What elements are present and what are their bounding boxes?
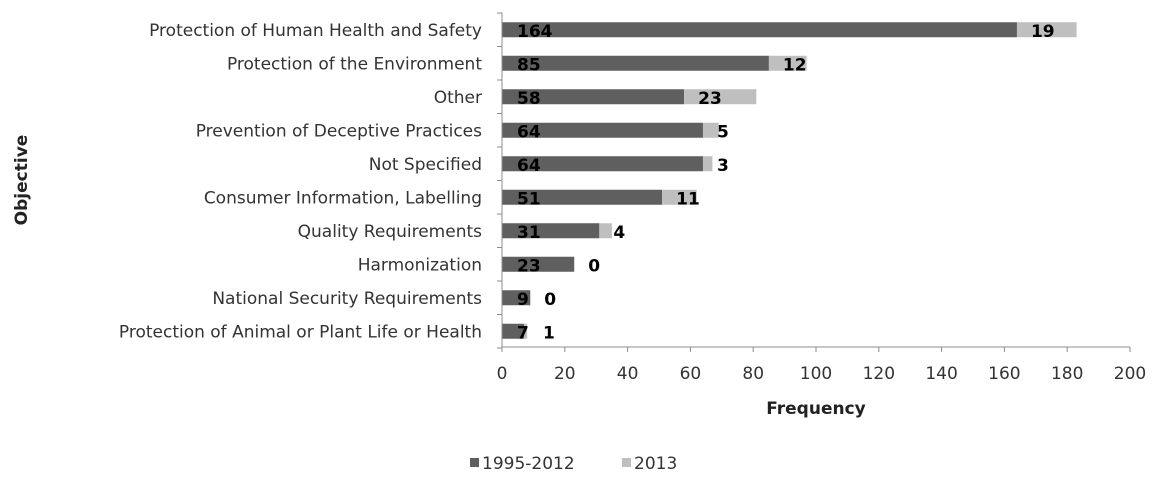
- category-label: Protection of the Environment: [227, 54, 482, 74]
- legend-swatch: [470, 458, 479, 467]
- category-label: Consumer Information, Labelling: [204, 188, 482, 208]
- category-label: Quality Requirements: [298, 222, 482, 242]
- data-label: 64: [517, 122, 541, 142]
- bar-segment-series1: [502, 223, 600, 239]
- x-tick-label: 40: [617, 364, 639, 384]
- bar-segment-series1: [502, 22, 1017, 38]
- bar-segment-series1: [502, 156, 703, 172]
- bar-segment-series2: [702, 156, 713, 172]
- bar-segment-series1: [502, 55, 769, 71]
- data-label: 1: [543, 323, 555, 343]
- x-tick-label: 120: [863, 364, 895, 384]
- x-tick-label: 160: [988, 364, 1020, 384]
- bar-segment-series2: [599, 223, 612, 239]
- legend: 1995-2012 2013: [470, 454, 677, 474]
- data-label: 164: [517, 22, 553, 42]
- data-label: 12: [783, 55, 807, 75]
- x-tick-label: 180: [1051, 364, 1083, 384]
- data-label: 31: [517, 223, 541, 243]
- x-tick-label: 140: [925, 364, 957, 384]
- category-label: Prevention of Deceptive Practices: [196, 121, 482, 141]
- bar-segment-series2: [684, 89, 757, 105]
- data-label: 7: [517, 323, 529, 343]
- bar-segment-series1: [502, 189, 663, 205]
- bar-segment-series2: [662, 189, 697, 205]
- data-label: 23: [698, 89, 722, 109]
- data-label: 64: [517, 156, 541, 176]
- data-label: 23: [517, 256, 541, 276]
- category-label: Not Specified: [369, 155, 482, 175]
- legend-swatch: [622, 458, 631, 467]
- x-tick-label: 0: [497, 364, 508, 384]
- data-label: 58: [517, 89, 541, 109]
- category-label: Other: [434, 88, 482, 108]
- data-label: 0: [544, 290, 556, 310]
- x-axis: 0 20 40 60 80 100 120 140 160 180 200: [497, 12, 1146, 384]
- bar-segment-series2: [702, 122, 719, 138]
- x-tick-label: 200: [1114, 364, 1146, 384]
- bar-segment-series2: [768, 55, 807, 71]
- data-label: 0: [588, 256, 600, 276]
- x-tick-label: 60: [680, 364, 702, 384]
- category-label: Harmonization: [358, 255, 482, 275]
- data-label: 51: [517, 189, 541, 209]
- x-axis-title: Frequency: [766, 399, 866, 419]
- category-label: National Security Requirements: [212, 289, 482, 309]
- data-label: 19: [1031, 22, 1055, 42]
- bar-segment-series1: [502, 323, 524, 339]
- category-labels-layer: Protection of Human Health and Safety Pro…: [119, 21, 482, 343]
- y-axis-title: Objective: [12, 135, 32, 226]
- legend-label: 1995-2012: [482, 454, 575, 474]
- x-tick-label: 80: [742, 364, 764, 384]
- bar-segment-series1: [502, 256, 575, 272]
- x-tick-label: 20: [554, 364, 576, 384]
- data-label: 9: [517, 290, 529, 310]
- category-label: Protection of Human Health and Safety: [149, 21, 482, 41]
- data-label: 3: [717, 156, 729, 176]
- data-label: 85: [517, 55, 541, 75]
- data-label: 11: [676, 189, 700, 209]
- bar-segment-series1: [502, 290, 531, 306]
- legend-label: 2013: [634, 454, 677, 474]
- bar-segment-series1: [502, 89, 685, 105]
- category-label: Protection of Animal or Plant Life or He…: [119, 322, 482, 342]
- bar-segment-series2: [523, 323, 528, 339]
- bar-segment-series1: [502, 122, 703, 138]
- bar-segment-series2: [1016, 22, 1077, 38]
- x-tick-label: 100: [800, 364, 832, 384]
- data-label: 4: [613, 223, 625, 243]
- bars-layer: [502, 22, 1077, 339]
- data-label: 5: [717, 122, 729, 142]
